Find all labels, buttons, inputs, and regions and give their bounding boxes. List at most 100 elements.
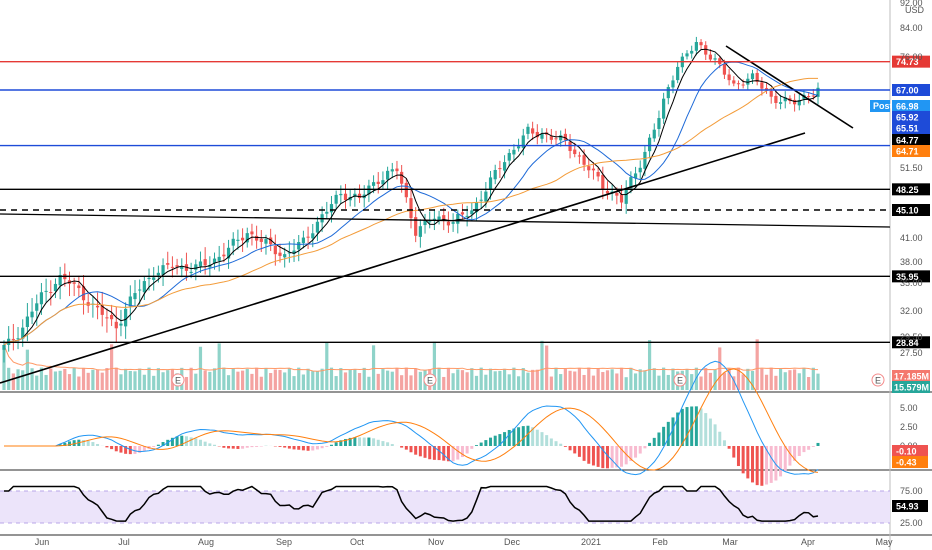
macd-histogram-bar (138, 446, 142, 453)
level-tag (892, 55, 930, 68)
volume-bar (526, 372, 530, 390)
time-tick-label: Oct (350, 537, 365, 547)
price-candles (2, 36, 820, 363)
level-tag (892, 270, 930, 283)
candle-body (470, 210, 474, 215)
macd-histogram-bar (175, 436, 179, 446)
candle-body (353, 193, 357, 197)
candle-body (516, 146, 521, 149)
macd-histogram-bar (376, 439, 380, 446)
candle-body (259, 238, 263, 242)
price-tick-label: 92.00 (900, 0, 923, 8)
candle-body (395, 168, 399, 172)
macd-histogram-bar (362, 437, 366, 446)
volume-bar (559, 374, 563, 390)
macd-histogram-bar (170, 437, 174, 446)
macd-histogram-bar (72, 440, 76, 446)
volume-bar (601, 372, 605, 390)
macd-histogram-bar (180, 435, 184, 446)
macd-histogram-bar (344, 439, 348, 446)
macd-histogram-bar (512, 428, 516, 446)
candle-body (292, 250, 296, 254)
macd-histogram-bar (718, 431, 722, 446)
price-axis[interactable]: USD92.0084.0076.0061.5056.5051.5041.0038… (900, 0, 925, 358)
time-axis[interactable]: Jun Jul Aug Sep Oct Nov Dec 2021 Feb Mar Apr May (35, 537, 893, 547)
macd-histogram-bar (699, 408, 703, 446)
macd-histogram-bar (470, 446, 474, 449)
volume-tag-label: 17.185M (894, 372, 929, 382)
candle-body (376, 181, 380, 184)
volume-bar (760, 368, 764, 390)
macd-histogram-bar (339, 440, 343, 446)
candle-body (250, 231, 254, 235)
candle-body (269, 237, 273, 245)
candle-body (793, 99, 797, 105)
volume-bar (53, 371, 58, 390)
macd-line (4, 360, 819, 476)
volume-bar (301, 374, 306, 390)
macd-histogram-bar (540, 432, 544, 446)
macd-histogram-bar (414, 446, 418, 455)
candle-body (816, 87, 820, 97)
volume-bar (619, 367, 624, 390)
volume-bar (816, 373, 820, 390)
macd-histogram-bar (652, 437, 656, 446)
volume-bar (390, 371, 394, 390)
volume-bar (432, 341, 436, 390)
price-tag-label: 64.71 (896, 147, 919, 157)
macd-histogram-bar (741, 446, 745, 474)
macd-histogram-bar (629, 446, 633, 462)
macd-histogram-bar (203, 441, 207, 446)
volume-bar (81, 367, 86, 390)
macd-value-tag (892, 456, 928, 468)
time-tick-label: Aug (198, 537, 214, 547)
candle-body (315, 221, 320, 233)
time-tick-label: Jul (118, 537, 130, 547)
candle-body (708, 54, 713, 60)
macd-histogram-bar (648, 442, 652, 446)
volume-bar (25, 349, 29, 390)
candle-body (100, 305, 104, 315)
candle-body (638, 167, 642, 173)
volume-bar (58, 370, 62, 390)
volume-bar (16, 369, 20, 390)
volume-bar (222, 367, 226, 390)
volume-tag (892, 381, 930, 393)
volume-bar (610, 369, 614, 390)
macd-histogram-bar (222, 446, 226, 448)
earnings-marker (673, 373, 687, 387)
price-tick-label: 51.50 (900, 163, 923, 173)
volume-bar (142, 374, 146, 390)
volume-bar (470, 368, 474, 390)
price-tick-label: 32.00 (900, 306, 923, 316)
candle-body (493, 169, 497, 180)
macd-histogram-bar (381, 441, 385, 446)
macd-histogram-bar (811, 446, 815, 447)
volume-bar (671, 368, 675, 390)
candle-body (456, 213, 460, 224)
macd-histogram-bar (297, 446, 301, 450)
candle-body (264, 239, 268, 244)
candle-body (662, 98, 666, 119)
candle-body (147, 277, 151, 280)
volume-bar (437, 367, 441, 390)
candle-body (301, 237, 306, 244)
candle-body (554, 138, 558, 140)
volume-bar (348, 369, 352, 390)
candle-body (671, 80, 675, 88)
candle-body (573, 149, 577, 155)
volume-bar (502, 368, 507, 390)
volume-bar (643, 370, 647, 390)
volume-bar (442, 376, 446, 390)
volume-bar (685, 368, 689, 390)
volume-bar (67, 374, 72, 390)
macd-histogram-bar (119, 446, 123, 453)
candle-body (479, 199, 483, 201)
macd-histogram-bar (58, 444, 62, 446)
candle-body (166, 263, 170, 265)
volume-bar (343, 372, 348, 390)
candle-body (774, 95, 778, 103)
post-badge (870, 100, 890, 112)
macd-histogram-bar (400, 446, 404, 448)
